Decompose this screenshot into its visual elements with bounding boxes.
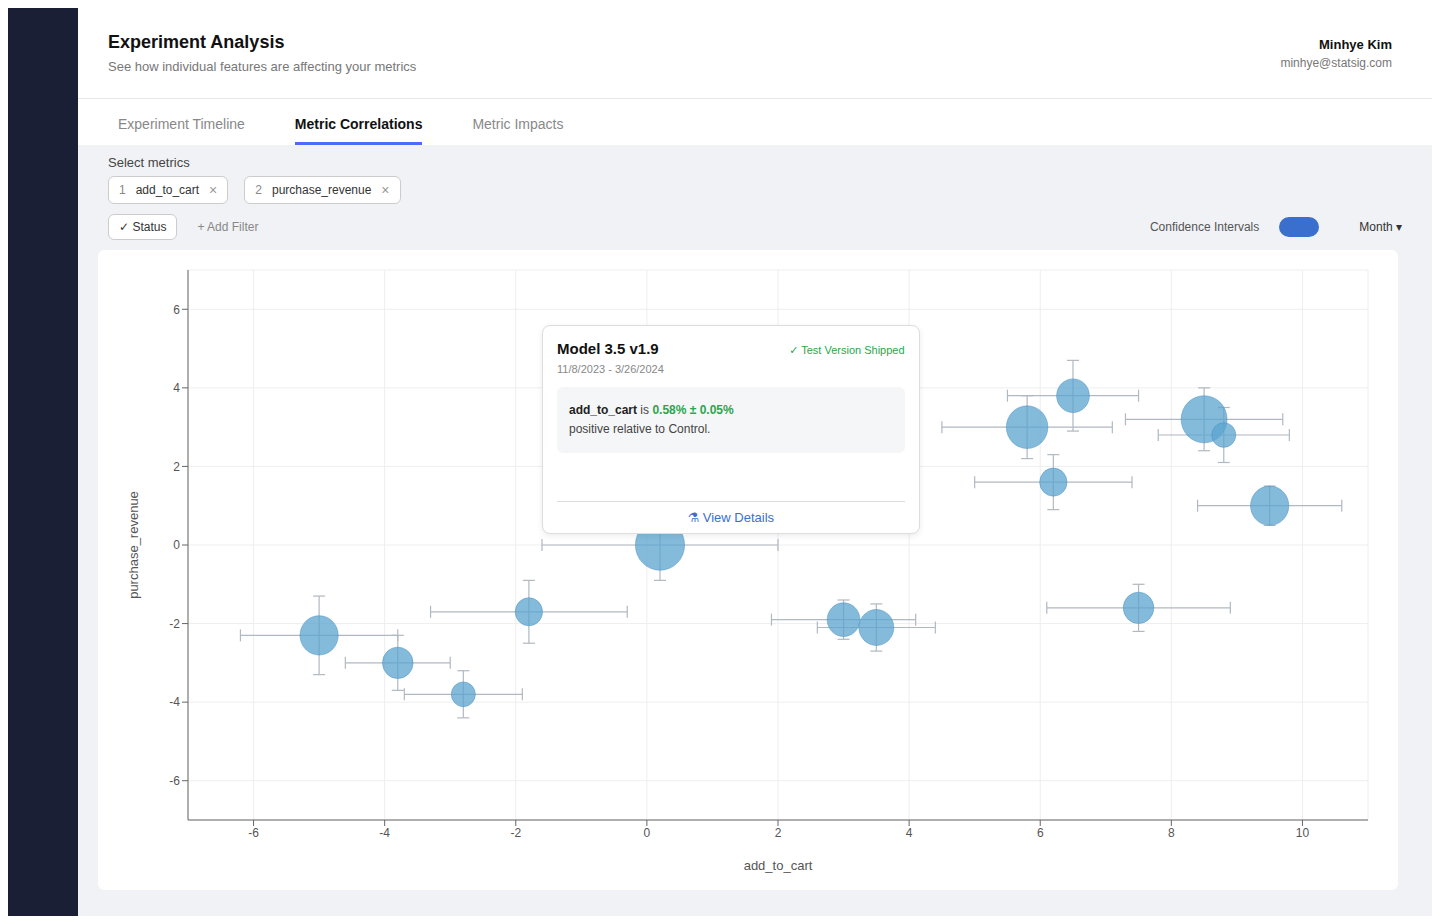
svg-text:-6: -6 (248, 826, 259, 840)
html-text:Select metrics: Select metrics (108, 155, 190, 170)
html-text:purchase_revenue: purchase_revenue (272, 183, 372, 197)
html-text:✓ Test Version Shipped: ✓ Test Version Shipped (789, 344, 905, 356)
html-text:2: 2 (255, 183, 262, 197)
html-text:positive relative to Control.: positive relative to Control. (569, 422, 711, 437)
html-text:⚗ View Details: ⚗ View Details (687, 510, 775, 525)
html-text:Minhye Kim: Minhye Kim (1319, 36, 1392, 52)
html-text:Experiment Timeline: Experiment Timeline (118, 116, 245, 132)
svg-text:4: 4 (906, 826, 913, 840)
svg-text:-2: -2 (169, 617, 180, 631)
svg-text:purchase_revenue: purchase_revenue (126, 491, 141, 599)
svg-text:-4: -4 (169, 695, 180, 709)
html-text:Metric Correlations: Metric Correlations (294, 116, 423, 132)
html-text:minhye@statsig.com: minhye@statsig.com (1280, 55, 1392, 70)
svg-text:-6: -6 (169, 774, 180, 788)
html-text:11/8/2023 - 3/26/2024: 11/8/2023 - 3/26/2024 (557, 363, 664, 375)
html-text:add_to_cart is 0.58% ± 0.05%: add_to_cart is 0.58% ± 0.05% (569, 403, 734, 417)
svg-text:2: 2 (775, 826, 782, 840)
html-text:Experiment Analysis: Experiment Analysis (108, 32, 285, 52)
html-text:add_to_cart: add_to_cart (135, 183, 200, 197)
html-text:✓ Status: ✓ Status (119, 220, 167, 234)
svg-text:6: 6 (1037, 826, 1044, 840)
svg-text:10: 10 (1296, 826, 1310, 840)
html-text:Metric Impacts: Metric Impacts (472, 116, 564, 132)
html-text:Confidence Intervals: Confidence Intervals (1149, 220, 1260, 234)
svg-text:-4: -4 (379, 826, 390, 840)
svg-text:6: 6 (173, 303, 180, 317)
svg-text:add_to_cart: add_to_cart (744, 858, 813, 873)
html-text:See how individual features ar: See how individual features are affectin… (108, 59, 417, 74)
svg-text:4: 4 (173, 381, 180, 395)
svg-text:-2: -2 (510, 826, 521, 840)
svg-text:8: 8 (1168, 826, 1175, 840)
html-text:Model 3.5 v1.9: Model 3.5 v1.9 (557, 340, 659, 357)
html-text:Month ▾: Month ▾ (1359, 220, 1402, 234)
svg-text:2: 2 (173, 460, 180, 474)
html-text:+ Add Filter: + Add Filter (197, 220, 259, 234)
svg-text:0: 0 (173, 538, 180, 552)
html-text:1: 1 (119, 183, 126, 197)
svg-text:0: 0 (644, 826, 651, 840)
